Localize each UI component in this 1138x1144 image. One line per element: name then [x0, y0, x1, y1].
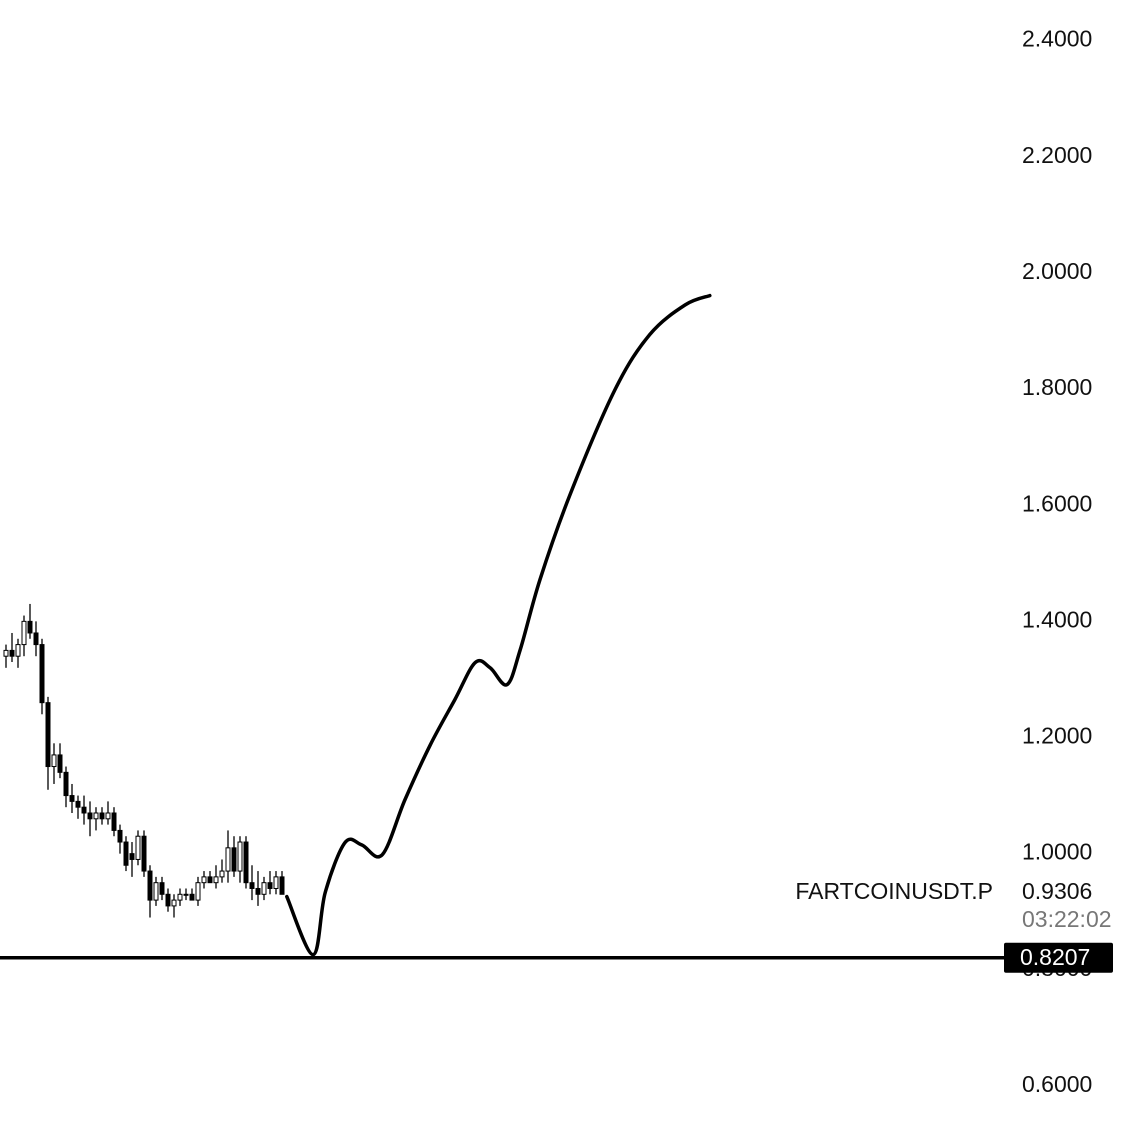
- candle-body: [69, 795, 75, 802]
- candle-body: [159, 882, 165, 895]
- y-tick-label: 1.0000: [1022, 839, 1092, 865]
- y-tick-label: 1.4000: [1022, 606, 1092, 632]
- projection-line: [285, 293, 712, 957]
- candle-body: [123, 841, 129, 866]
- candle-body: [237, 841, 243, 872]
- candle-body: [165, 893, 171, 907]
- candle-body: [225, 847, 231, 872]
- y-tick-label: 2.4000: [1022, 26, 1092, 52]
- candle-body: [273, 876, 279, 889]
- candle-body: [147, 870, 153, 901]
- last-price: 0.9306: [1022, 878, 1092, 904]
- candle-body: [267, 882, 273, 889]
- candle-body: [51, 754, 57, 768]
- y-tick-label: 2.2000: [1022, 142, 1092, 168]
- candle-body: [261, 882, 267, 895]
- symbol: FARTCOINUSDT.P: [795, 878, 993, 904]
- candle-body: [45, 702, 51, 768]
- candle-body: [141, 835, 147, 872]
- candle-body: [99, 812, 105, 820]
- candle-body: [231, 847, 237, 872]
- candle-body: [243, 841, 249, 884]
- countdown: 03:22:02: [1022, 906, 1112, 932]
- candle-body: [63, 771, 69, 797]
- y-tick-label: 1.6000: [1022, 490, 1092, 516]
- candle-body: [57, 754, 63, 773]
- price-label: 0.8207: [1020, 944, 1090, 970]
- candle-body: [105, 812, 111, 820]
- y-tick-label: 2.0000: [1022, 258, 1092, 284]
- candle-body: [33, 632, 39, 646]
- candle-body: [201, 876, 207, 884]
- candle-body: [21, 620, 27, 646]
- y-tick-label: 0.6000: [1022, 1071, 1092, 1097]
- candle-body: [93, 812, 99, 820]
- candle-body: [39, 644, 45, 704]
- candle-body: [75, 800, 81, 808]
- candle-body: [255, 887, 261, 895]
- candle-body: [135, 835, 141, 860]
- candle-body: [153, 882, 159, 901]
- candle-body: [213, 876, 219, 884]
- candle-body: [87, 812, 93, 820]
- candle-body: [9, 649, 15, 657]
- candle-body: [15, 644, 21, 657]
- candle-body: [81, 806, 87, 814]
- candle-body: [219, 870, 225, 878]
- candle-body: [3, 649, 9, 657]
- candle-body: [207, 876, 213, 884]
- candle-body: [177, 893, 183, 901]
- candle-body: [183, 893, 189, 896]
- y-tick-label: 1.2000: [1022, 723, 1092, 749]
- candle-body: [189, 893, 195, 901]
- y-tick-label: 1.8000: [1022, 374, 1092, 400]
- candle-body: [195, 882, 201, 901]
- price-label-box: [1004, 942, 1113, 973]
- candle-body: [171, 899, 177, 907]
- candle-body: [111, 812, 117, 831]
- candle-body: [279, 876, 285, 895]
- candle-body: [249, 882, 255, 889]
- candle-body: [27, 620, 33, 634]
- candle-body: [129, 853, 135, 860]
- candle-body: [117, 829, 123, 843]
